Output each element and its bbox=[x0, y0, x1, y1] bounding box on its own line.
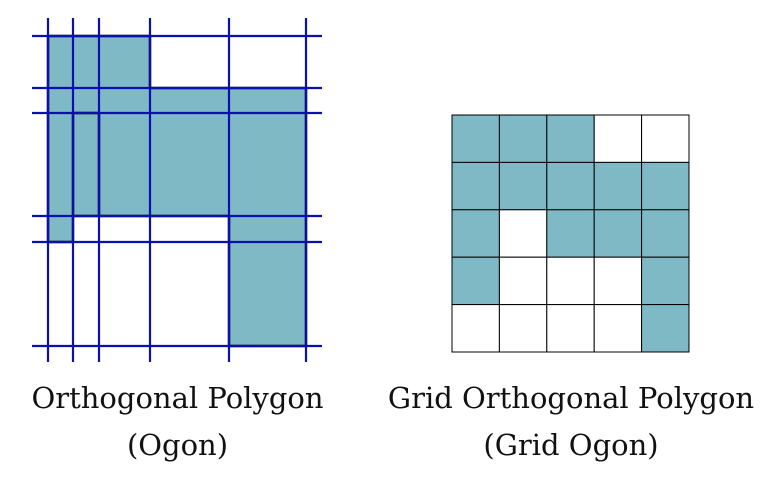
filled-cell-r3c5 bbox=[641, 209, 690, 258]
empty-cell-r5c4 bbox=[593, 304, 643, 353]
filled-cell-r3c3 bbox=[546, 209, 595, 258]
empty-cell-r4c4 bbox=[593, 256, 643, 306]
filled-cell-r1c1 bbox=[451, 114, 500, 163]
grid-orthogonal-polygon-figure bbox=[451, 114, 690, 353]
filled-cell-r2c3 bbox=[546, 161, 595, 211]
filled-cell-r3c1 bbox=[451, 209, 500, 258]
ogon-subtitle: (Ogon) bbox=[126, 428, 229, 462]
filled-cell-r5c5 bbox=[641, 304, 690, 353]
filled-cell-r2c2 bbox=[498, 161, 548, 211]
empty-cell-r5c3 bbox=[546, 304, 595, 353]
filled-cell-r2c5 bbox=[641, 161, 690, 211]
filled-cell-r1c3 bbox=[546, 114, 595, 163]
empty-cell-r1c4 bbox=[593, 114, 643, 163]
grid-ogon-subtitle: (Grid Ogon) bbox=[483, 428, 659, 462]
filled-cell-r3c4 bbox=[593, 209, 643, 258]
ogon-title: Orthogonal Polygon bbox=[31, 381, 324, 415]
empty-cell-r1c5 bbox=[641, 114, 690, 163]
filled-cell-r4c5 bbox=[641, 256, 690, 306]
filled-cell-r2c4 bbox=[593, 161, 643, 211]
filled-cell-r1c2 bbox=[498, 114, 548, 163]
empty-cell-r3c2 bbox=[498, 209, 548, 258]
grid-ogon-title: Grid Orthogonal Polygon bbox=[387, 381, 755, 415]
filled-cell-r4c1 bbox=[451, 256, 500, 306]
empty-cell-r5c2 bbox=[498, 304, 548, 353]
empty-cell-r4c3 bbox=[546, 256, 595, 306]
filled-cell-r2c1 bbox=[451, 161, 500, 211]
orthogonal-polygon-shape bbox=[46, 34, 308, 348]
empty-cell-r4c2 bbox=[498, 256, 548, 306]
empty-cell-r5c1 bbox=[451, 304, 500, 353]
orthogonal-polygon-figure bbox=[32, 18, 322, 362]
extension-lines bbox=[32, 18, 322, 362]
